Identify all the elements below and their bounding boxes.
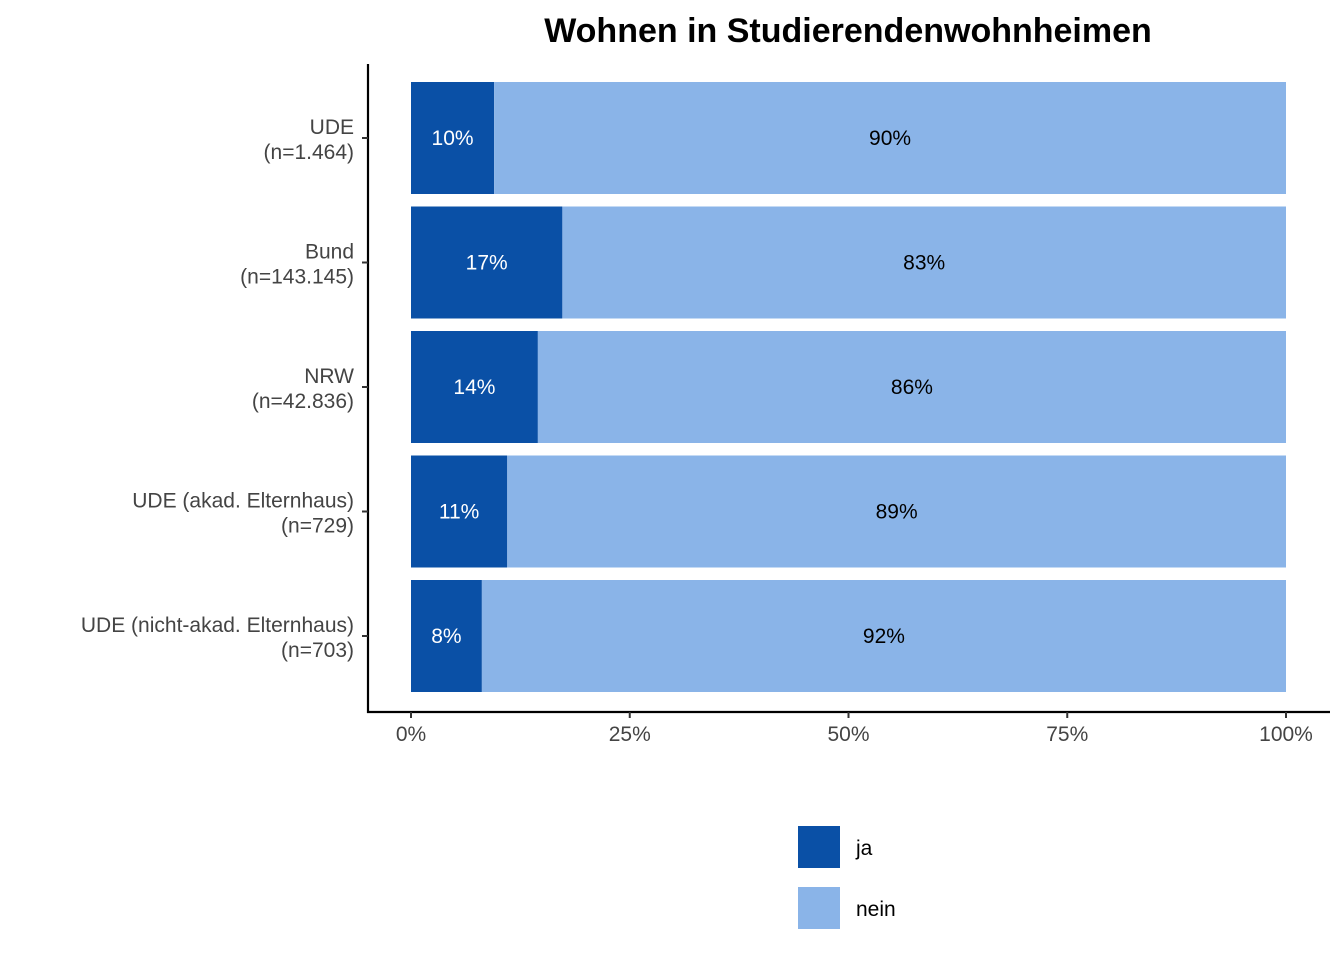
data-label-ja-1: 17%	[466, 252, 508, 275]
category-label-0: UDE (n=1.464)	[264, 116, 354, 164]
x-tick-label-3: 75%	[1046, 723, 1088, 746]
x-tick-label-2: 50%	[827, 723, 869, 746]
data-label-nein-3: 89%	[876, 501, 918, 524]
bar-nein-2	[537, 331, 1286, 443]
category-label-line: UDE	[310, 116, 354, 139]
data-label-ja-0: 10%	[432, 127, 474, 150]
legend-swatch-nein	[798, 887, 840, 929]
data-label-ja-4: 8%	[431, 625, 461, 648]
bar-ja-4	[411, 580, 482, 692]
data-label-nein-1: 83%	[903, 252, 945, 275]
data-label-ja-3: 11%	[439, 501, 479, 524]
bar-ja-2	[411, 331, 538, 443]
chart-title: Wohnen in Studierendenwohnheimen	[544, 12, 1152, 50]
category-label-line: UDE (nicht-akad. Elternhaus)	[81, 614, 354, 637]
category-label-line: (n=729)	[281, 515, 354, 538]
data-label-nein-0: 90%	[869, 127, 911, 150]
x-tick-label-1: 25%	[609, 723, 651, 746]
x-axis-ticks: 0% 25% 50% 75% 100%	[396, 712, 1313, 746]
x-tick-label-4: 100%	[1259, 723, 1313, 746]
category-label-1: Bund (n=143.145)	[240, 241, 354, 289]
category-label-3: UDE (akad. Elternhaus) (n=729)	[132, 490, 354, 538]
y-axis-ticks: UDE (n=1.464) Bund (n=143.145) NRW (n=42.836)…	[81, 116, 368, 662]
category-label-line: UDE (akad. Elternhaus)	[132, 490, 354, 513]
category-label-line: (n=42.836)	[252, 390, 354, 413]
category-label-line: (n=143.145)	[240, 266, 354, 289]
category-label-line: NRW	[304, 365, 354, 388]
category-label-4: UDE (nicht-akad. Elternhaus) (n=703)	[81, 614, 354, 662]
bar-labels-group: 10% 90% 17% 83% 14% 86% 11% 89% 8% 92%	[431, 127, 945, 648]
bar-ja-3	[411, 455, 508, 568]
category-label-line: (n=1.464)	[264, 141, 354, 164]
data-label-nein-4: 92%	[863, 625, 905, 648]
data-label-nein-2: 86%	[891, 376, 933, 399]
bar-nein-0	[494, 82, 1286, 194]
legend-label-ja: ja	[855, 837, 873, 860]
bars-group	[411, 82, 1286, 692]
legend-swatch-ja	[798, 826, 840, 868]
category-label-line: Bund	[305, 241, 354, 264]
legend-label-nein: nein	[856, 898, 896, 921]
category-label-2: NRW (n=42.836)	[252, 365, 354, 413]
x-tick-label-0: 0%	[396, 723, 426, 746]
bar-ja-0	[411, 82, 495, 194]
category-label-line: (n=703)	[281, 639, 354, 662]
legend: ja nein	[798, 826, 896, 929]
data-label-ja-2: 14%	[453, 376, 495, 399]
bar-ja-1	[411, 206, 563, 319]
bar-nein-3	[507, 455, 1286, 568]
bar-nein-4	[481, 580, 1286, 692]
bar-nein-1	[562, 206, 1286, 319]
